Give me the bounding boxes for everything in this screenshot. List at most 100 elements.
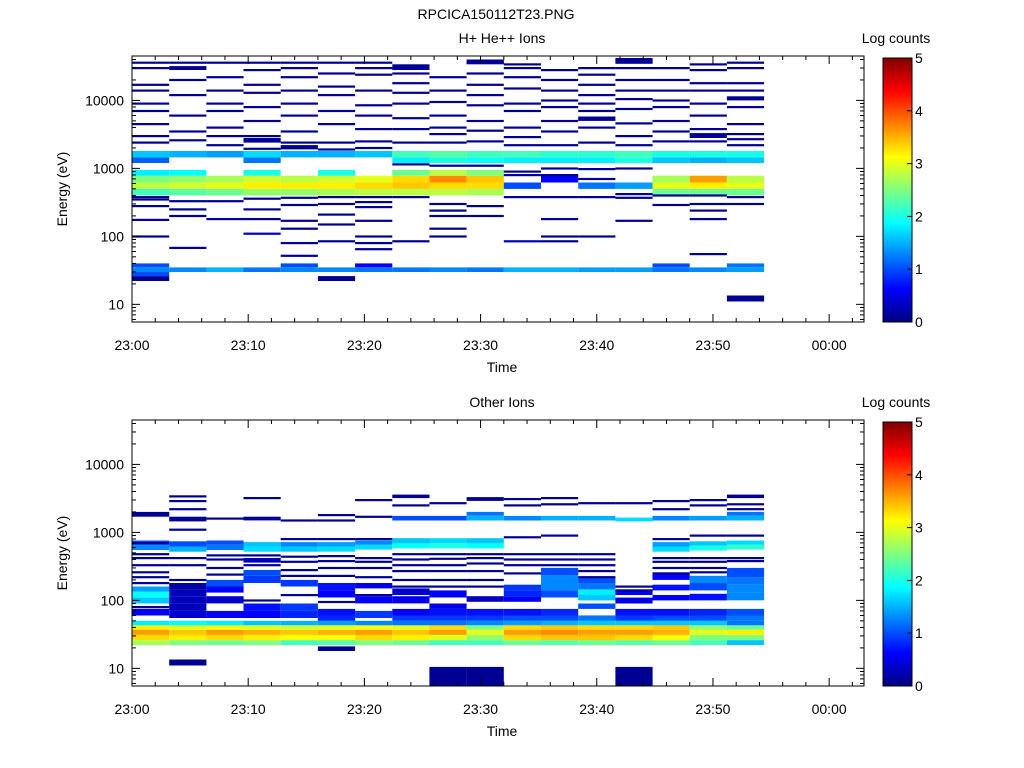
- heatmap-line: [689, 194, 727, 197]
- heatmap-cell: [132, 608, 170, 616]
- heatmap-cell: [466, 629, 504, 635]
- heatmap-line: [132, 83, 170, 86]
- heatmap-cell: [429, 175, 467, 183]
- heatmap-line: [726, 89, 765, 92]
- heatmap-line: [689, 202, 727, 206]
- heatmap-line: [280, 130, 318, 133]
- heatmap-cell: [726, 640, 765, 645]
- heatmap-cell: [541, 590, 579, 598]
- heatmap-cell: [243, 640, 281, 645]
- heatmap-line: [392, 240, 430, 243]
- heatmap-cell: [615, 267, 653, 272]
- heatmap-cell: [317, 175, 356, 183]
- heatmap-cell: [132, 597, 170, 604]
- heatmap-cell: [726, 629, 765, 635]
- heatmap-line: [615, 144, 653, 147]
- heatmap-line: [280, 555, 318, 558]
- heatmap-line: [541, 497, 579, 500]
- heatmap-cell: [206, 151, 244, 158]
- x-tick-label: 00:00: [812, 337, 847, 353]
- heatmap-cell: [652, 157, 690, 163]
- y-axis-label: Energy (eV): [54, 152, 70, 227]
- heatmap-cell: [355, 629, 393, 635]
- heatmap-cell: [317, 583, 356, 591]
- heatmap-line: [317, 202, 356, 206]
- x-tick-label: 23:20: [347, 701, 382, 717]
- heatmap-line: [355, 61, 393, 64]
- heatmap-cell: [726, 175, 765, 183]
- heatmap-line: [615, 193, 653, 196]
- heatmap-cell: [466, 538, 504, 544]
- heatmap-cell: [503, 157, 541, 163]
- heatmap-line: [615, 67, 653, 70]
- heatmap-line: [280, 569, 318, 572]
- heatmap-line: [392, 67, 430, 70]
- heatmap-line: [429, 164, 467, 167]
- heatmap-cell: [726, 157, 765, 163]
- heatmap-cell: [280, 546, 318, 552]
- heatmap-line: [466, 214, 504, 218]
- heatmap-cell: [689, 267, 727, 272]
- heatmap-line: [243, 69, 281, 72]
- heatmap-line: [652, 560, 690, 563]
- y-tick-label: 100: [101, 592, 125, 608]
- heatmap-line: [355, 206, 393, 209]
- heatmap-line: [689, 557, 727, 560]
- heatmap-cell: [578, 615, 616, 621]
- heatmap-line: [466, 104, 504, 107]
- heatmap-cell: [466, 169, 504, 176]
- heatmap-line: [243, 106, 281, 109]
- heatmap-cell: [466, 182, 504, 189]
- heatmap-line: [578, 558, 616, 561]
- heatmap-cell: [280, 579, 318, 587]
- heatmap-cell: [132, 169, 170, 176]
- heatmap-cell: [206, 625, 244, 630]
- heatmap-line: [689, 253, 727, 256]
- heatmap-line: [280, 114, 318, 117]
- heatmap-line: [503, 144, 541, 147]
- heatmap-line: [615, 107, 653, 111]
- heatmap-line: [243, 599, 281, 602]
- heatmap-line: [652, 106, 690, 109]
- heatmap-cell: [243, 138, 281, 143]
- heatmap-line: [689, 218, 727, 221]
- heatmap-line: [541, 130, 579, 133]
- heatmap-cell: [132, 276, 170, 281]
- heatmap-cell: [466, 267, 504, 272]
- heatmap-cell: [392, 640, 430, 645]
- heatmap-line: [206, 218, 244, 221]
- heatmap-line: [429, 227, 467, 230]
- heatmap-cell: [578, 116, 616, 121]
- heatmap-line: [689, 534, 727, 537]
- heatmap-line: [132, 61, 170, 64]
- heatmap-cell: [392, 543, 430, 549]
- heatmap-line: [317, 538, 356, 541]
- colorbar-tick-label: 2: [915, 208, 923, 224]
- heatmap-line: [503, 87, 541, 90]
- heatmap-cell: [392, 182, 430, 189]
- heatmap-line: [541, 553, 579, 556]
- heatmap-line: [429, 235, 467, 238]
- heatmap-line: [429, 553, 467, 556]
- heatmap-line: [169, 246, 207, 249]
- x-tick-label: 23:40: [579, 701, 614, 717]
- heatmap-line: [652, 508, 690, 511]
- heatmap-cell: [429, 267, 467, 272]
- heatmap-line: [280, 141, 318, 144]
- heatmap-cell: [652, 175, 690, 183]
- heatmap-line: [429, 209, 467, 212]
- heatmap-line: [429, 100, 467, 104]
- heatmap-line: [132, 141, 170, 144]
- panel-h-he-ions: 23:00 23:10 23:20 23:30 23:40 23:50 00:0010100…: [54, 30, 930, 375]
- heatmap-cell: [615, 157, 653, 163]
- heatmap-cell: [652, 574, 690, 580]
- heatmap-line: [355, 557, 393, 560]
- heatmap-cell: [243, 267, 281, 272]
- heatmap-line: [280, 242, 318, 245]
- heatmap-cell: [578, 589, 616, 595]
- heatmap-cell: [243, 542, 281, 547]
- heatmap-cell: [206, 188, 244, 196]
- heatmap-line: [578, 109, 616, 113]
- heatmap-line: [392, 564, 430, 567]
